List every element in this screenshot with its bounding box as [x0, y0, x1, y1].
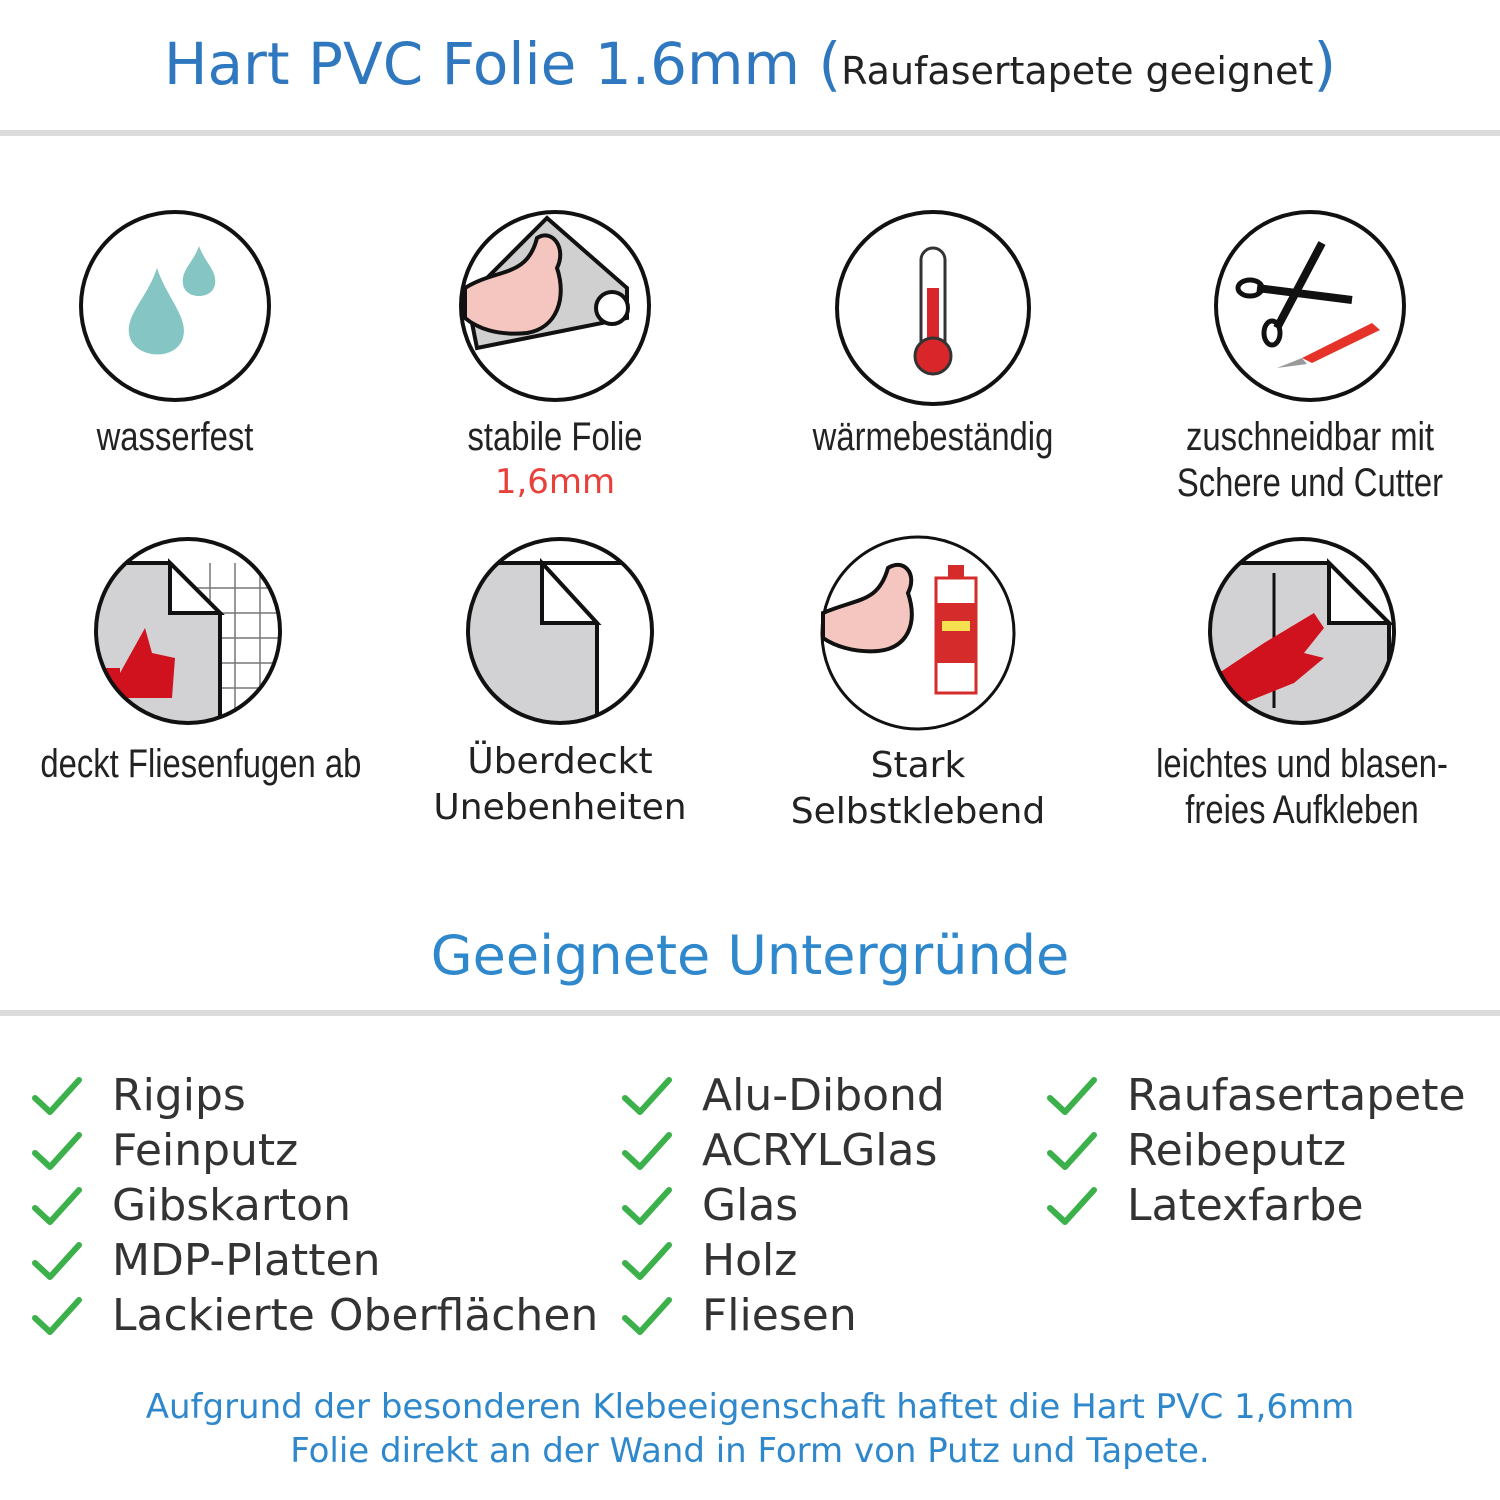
- feature-label: Stark: [870, 745, 966, 786]
- surface-item: Feinputz: [32, 1123, 598, 1178]
- check-icon: [32, 1241, 82, 1280]
- surface-item: MDP-Platten: [32, 1233, 598, 1288]
- feature-label: zuschneidbar mit: [1186, 415, 1434, 459]
- footer-line: Aufgrund der besonderen Klebeeigenschaft…: [145, 1387, 1355, 1427]
- check-icon: [1047, 1186, 1097, 1225]
- surface-item: Rigips: [32, 1068, 598, 1123]
- check-icon: [1047, 1076, 1097, 1115]
- check-icon: [32, 1076, 82, 1115]
- surface-label: ACRYLGlas: [702, 1125, 938, 1176]
- surface-label: Rigips: [112, 1070, 246, 1121]
- surfaces-column-3: Raufasertapete Reibeputz Latexfarbe: [1047, 1068, 1466, 1233]
- feature-label: wärmebeständig: [812, 415, 1054, 459]
- feature-waterproof: wasserfest: [0, 208, 355, 460]
- section-title: Geeignete Untergründe: [430, 924, 1070, 987]
- surfaces-column-2: Alu-Dibond ACRYLGlas Glas Holz Fliesen: [622, 1068, 945, 1343]
- surface-item: Alu-Dibond: [622, 1068, 945, 1123]
- surface-item: Latexfarbe: [1047, 1178, 1466, 1233]
- surface-label: Feinputz: [112, 1125, 299, 1176]
- feature-label: freies Aufkleben: [1185, 788, 1419, 832]
- surface-item: Holz: [622, 1233, 945, 1288]
- check-icon: [622, 1131, 672, 1170]
- feature-label: wasserfest: [96, 415, 254, 459]
- surface-label: Latexfarbe: [1127, 1180, 1364, 1231]
- surface-item: Lackierte Oberflächen: [32, 1288, 598, 1343]
- check-icon: [622, 1241, 672, 1280]
- check-icon: [622, 1296, 672, 1335]
- surface-label: Reibeputz: [1127, 1125, 1347, 1176]
- check-icon: [32, 1186, 82, 1225]
- feature-label: Selbstklebend: [790, 791, 1046, 832]
- feature-label: Schere und Cutter: [1176, 461, 1444, 505]
- feature-covers-unevenness: Überdeckt Unebenheiten: [380, 533, 740, 831]
- paren-open: (: [818, 30, 842, 98]
- footer-note: Aufgrund der besonderen Klebeeigenschaft…: [0, 1385, 1500, 1473]
- surface-item: Raufasertapete: [1047, 1068, 1466, 1123]
- scissors-cutter-icon: [1214, 210, 1406, 402]
- surface-label: Raufasertapete: [1127, 1070, 1466, 1121]
- thermometer-icon: [835, 210, 1031, 406]
- surface-label: MDP-Platten: [112, 1235, 381, 1286]
- hand-smoothing-icon: [1208, 537, 1396, 725]
- surface-label: Lackierte Oberflächen: [112, 1290, 599, 1341]
- divider: [0, 130, 1500, 136]
- check-icon: [32, 1296, 82, 1335]
- check-icon: [622, 1076, 672, 1115]
- surface-label: Glas: [702, 1180, 799, 1231]
- check-icon: [1047, 1131, 1097, 1170]
- feature-label: deckt Fliesenfugen ab: [40, 742, 362, 786]
- page-title: Hart PVC Folie 1.6mm (Raufasertapete gee…: [0, 30, 1500, 98]
- feature-covers-tile-joints: deckt Fliesenfugen ab: [8, 533, 368, 787]
- surface-label: Alu-Dibond: [702, 1070, 945, 1121]
- feature-stable-foil: stabile Folie 1,6mm: [375, 208, 735, 504]
- surface-label: Holz: [702, 1235, 798, 1286]
- feature-heat-resistant: wärmebeständig: [753, 208, 1113, 460]
- feature-cuttable: zuschneidbar mit Schere und Cutter: [1130, 208, 1490, 506]
- feature-label: stabile Folie: [467, 415, 643, 459]
- thumbs-up-tiles-icon: [94, 537, 282, 725]
- feature-label: leichtes und blasen-: [1156, 742, 1448, 786]
- feature-label: Überdeckt: [467, 741, 653, 782]
- water-drops-icon: [79, 210, 271, 402]
- surface-item: Reibeputz: [1047, 1123, 1466, 1178]
- feature-sublabel: 1,6mm: [494, 462, 616, 502]
- check-icon: [32, 1131, 82, 1170]
- feature-label: Unebenheiten: [433, 787, 687, 828]
- feature-strongly-adhesive: Stark Selbstklebend: [738, 533, 1098, 835]
- surface-label: Gibskarton: [112, 1180, 351, 1231]
- footer-line: Folie direkt an der Wand in Form von Put…: [290, 1431, 1210, 1471]
- surface-item: Glas: [622, 1178, 945, 1233]
- surface-item: Fliesen: [622, 1288, 945, 1343]
- surfaces-column-1: Rigips Feinputz Gibskarton MDP-Platten Lacki…: [32, 1068, 598, 1343]
- title-main: Hart PVC Folie 1.6mm: [163, 30, 801, 98]
- title-subtitle: Raufasertapete geeignet: [841, 49, 1314, 93]
- surface-label: Fliesen: [702, 1290, 857, 1341]
- muscle-foil-roll-icon: [459, 210, 651, 402]
- foil-corner-icon: [466, 537, 654, 725]
- paren-close: ): [1313, 30, 1337, 98]
- surface-item: ACRYLGlas: [622, 1123, 945, 1178]
- check-icon: [622, 1186, 672, 1225]
- muscle-glue-icon: [820, 535, 1016, 731]
- divider: [0, 1010, 1500, 1016]
- surface-item: Gibskarton: [32, 1178, 598, 1233]
- feature-easy-bubble-free: leichtes und blasen- freies Aufkleben: [1122, 533, 1482, 833]
